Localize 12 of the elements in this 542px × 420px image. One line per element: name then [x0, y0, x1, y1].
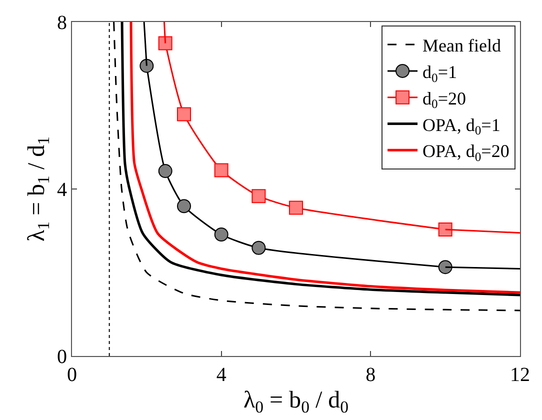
legend-label: OPA, d$_{0}$=1 — [422, 114, 500, 138]
x-tick-label: 8 — [366, 364, 376, 386]
legend-label: Mean field — [422, 36, 501, 56]
y-tick-label: 8 — [57, 12, 67, 34]
x-tick-label: 4 — [216, 364, 226, 386]
x-axis-title: λ$_{0}$ = b$_{0}$ / d$_{0}$ — [243, 387, 349, 416]
x-tick-label: 12 — [510, 364, 530, 386]
legend-label: d$_{0}$=20 — [422, 88, 466, 112]
y-tick-label: 4 — [57, 179, 67, 201]
y-tick-label: 0 — [57, 346, 67, 368]
legend-label: OPA, d$_{0}$=20 — [422, 141, 510, 164]
legend-label: d$_{0}$=1 — [422, 62, 457, 85]
